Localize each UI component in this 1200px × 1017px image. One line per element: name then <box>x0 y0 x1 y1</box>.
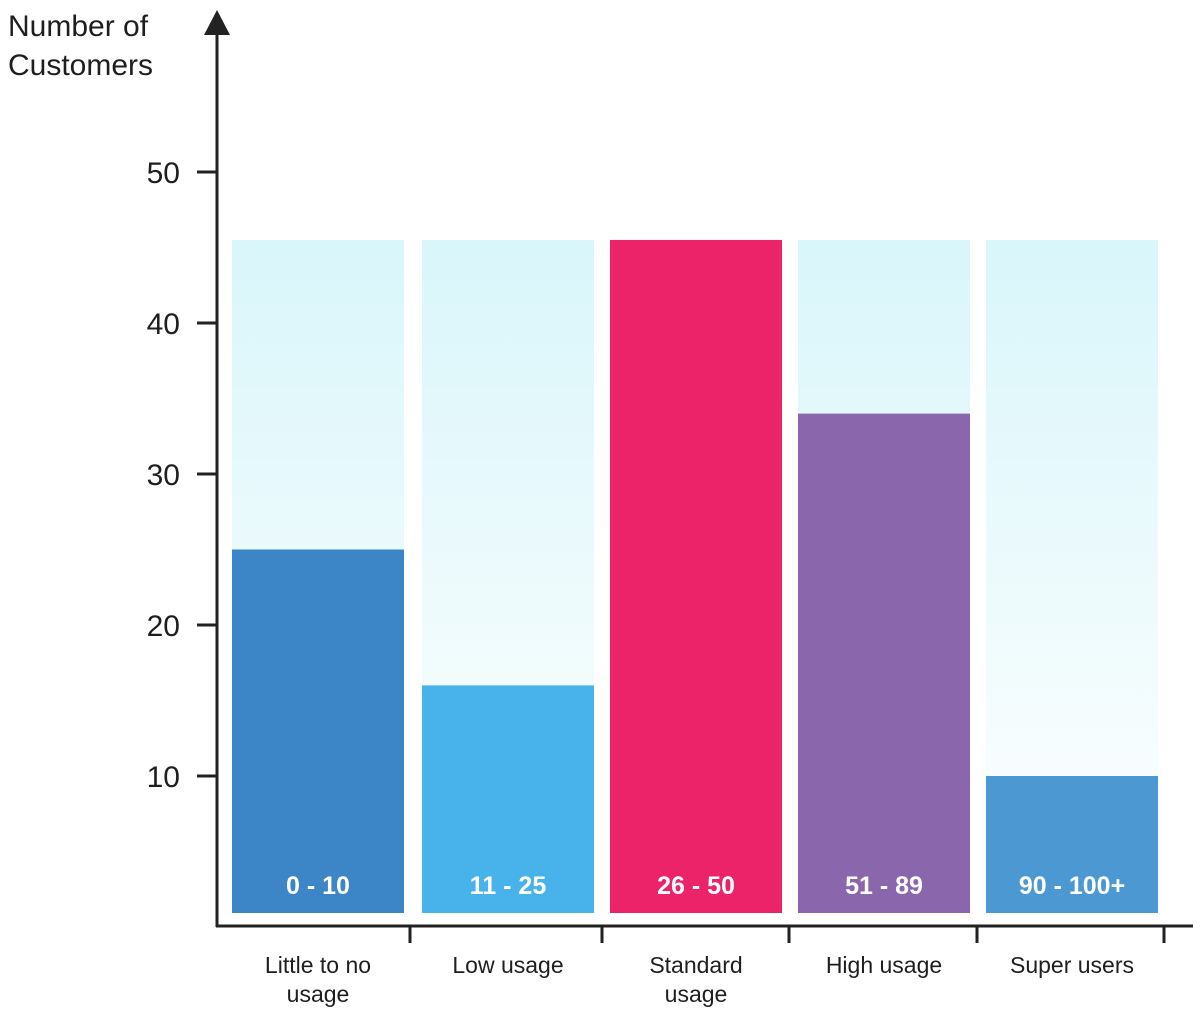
bar-range-label: 0 - 10 <box>286 872 350 900</box>
y-tick-label: 50 <box>147 157 180 190</box>
bar-range-label: 26 - 50 <box>657 872 735 900</box>
y-tick-label: 20 <box>147 610 180 643</box>
bar <box>422 685 594 913</box>
x-tick-label: Standard usage <box>649 952 742 1007</box>
bar <box>232 549 404 913</box>
bar <box>610 239 782 913</box>
x-tick-label: High usage <box>826 952 942 978</box>
bar-range-label: 90 - 100+ <box>1019 872 1125 900</box>
y-axis-label: Number of Customers <box>8 10 156 82</box>
x-tick-label: Super users <box>1010 952 1134 978</box>
bar <box>986 776 1158 913</box>
bar <box>798 413 970 913</box>
bar-range-label: 11 - 25 <box>470 872 547 900</box>
bar-range-label: 51 - 89 <box>845 872 923 900</box>
x-tick-label: Little to no usage <box>265 952 371 1007</box>
y-tick-label: 30 <box>147 459 180 492</box>
y-axis-arrow-icon <box>204 10 230 35</box>
x-tick-label: Low usage <box>452 952 563 978</box>
y-tick-label: 40 <box>147 308 180 341</box>
y-tick-label: 10 <box>147 761 180 794</box>
